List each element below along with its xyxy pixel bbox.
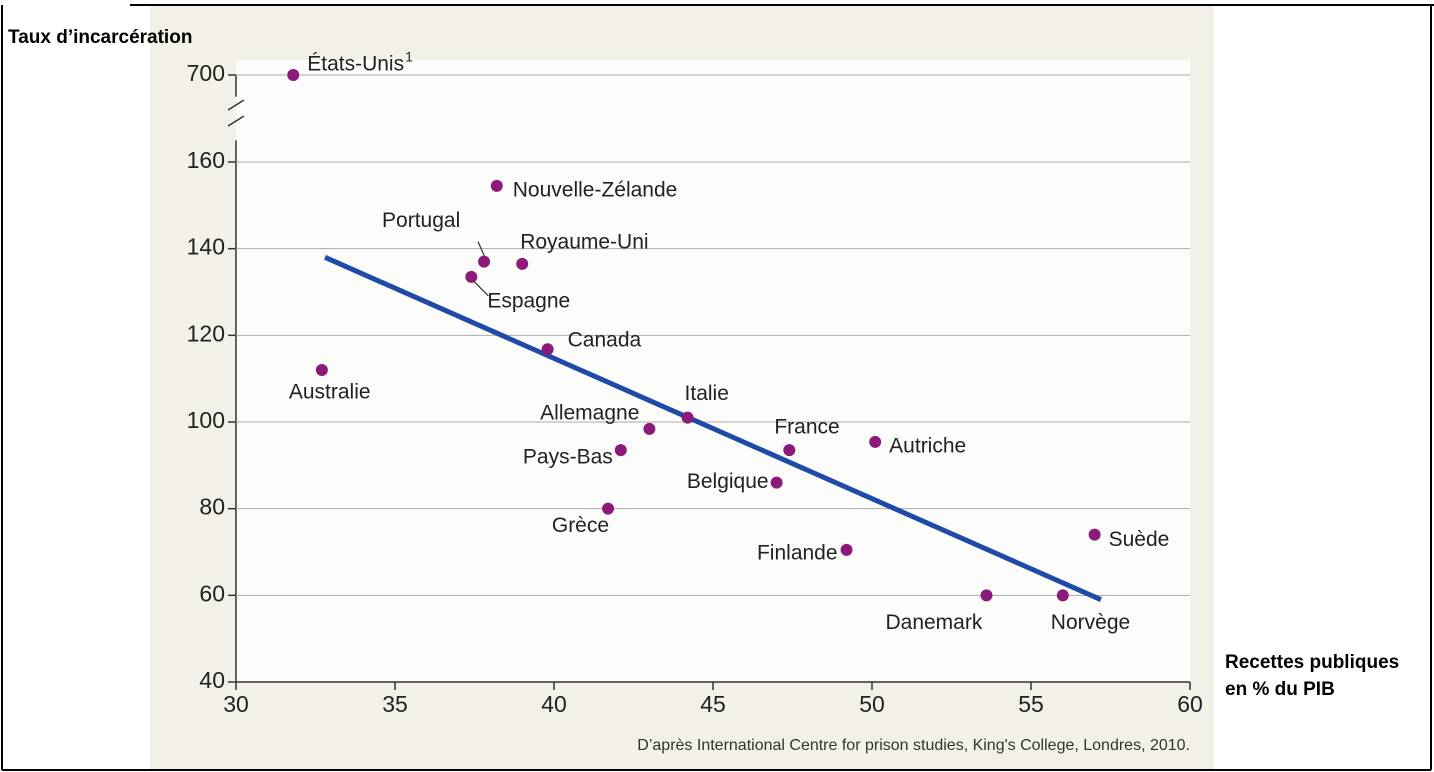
point <box>478 255 491 268</box>
point-label: États-Unis <box>307 53 404 76</box>
point-label: Pays-Bas <box>523 446 613 469</box>
x-tick-label: 60 <box>1177 691 1203 717</box>
point <box>869 435 882 448</box>
point-label: Norvège <box>1051 611 1130 634</box>
leader-line <box>477 241 486 258</box>
point <box>516 257 529 270</box>
x-tick-label: 50 <box>859 691 885 717</box>
point-label: Portugal <box>382 209 460 232</box>
point-label: Grèce <box>552 514 609 537</box>
x-tick-label: 35 <box>382 691 408 717</box>
point-label: Autriche <box>889 434 966 457</box>
point-label: Allemagne <box>540 401 639 424</box>
point-label: Canada <box>568 329 642 352</box>
point <box>643 422 656 435</box>
point <box>614 444 627 457</box>
y-tick-label: 80 <box>199 494 225 520</box>
point <box>681 411 694 424</box>
axis-break <box>227 99 245 127</box>
point <box>770 476 783 489</box>
y-tick-label: 700 <box>187 60 225 86</box>
y-axis-label: Taux d’incarcération <box>8 27 192 48</box>
x-axis-label: en % du PIB <box>1225 679 1335 700</box>
x-tick-label: 45 <box>700 691 726 717</box>
leader-line <box>473 281 489 297</box>
source: D’après International Centre for prison … <box>637 737 1190 754</box>
point <box>1056 589 1069 602</box>
point-label: Belgique <box>687 470 769 493</box>
x-tick-label: 30 <box>223 691 249 717</box>
plot-area <box>236 60 1190 682</box>
point <box>602 502 615 515</box>
point <box>490 179 503 192</box>
point-label: France <box>774 416 839 439</box>
point <box>1088 528 1101 541</box>
point <box>287 69 300 81</box>
point-label: Finlande <box>757 541 838 564</box>
x-tick-label: 55 <box>1018 691 1044 717</box>
point <box>465 270 478 283</box>
y-tick-label: 100 <box>187 407 225 433</box>
y-tick-label: 160 <box>187 147 225 173</box>
point <box>980 589 993 602</box>
point-label: Danemark <box>885 611 982 634</box>
x-tick-label: 40 <box>541 691 567 717</box>
point-label: Nouvelle-Zélande <box>513 178 678 201</box>
y-tick-label: 140 <box>187 234 225 260</box>
point-label: Espagne <box>487 289 570 312</box>
y-tick-label: 40 <box>199 667 225 693</box>
footnote-marker: 1 <box>405 49 413 65</box>
point <box>840 543 853 556</box>
x-axis-label: Recettes publiques <box>1225 652 1399 673</box>
point-label: Suède <box>1109 528 1170 551</box>
trend-line <box>324 255 1102 602</box>
point <box>541 343 554 356</box>
point <box>783 444 796 457</box>
y-tick-label: 120 <box>187 320 225 346</box>
y-tick-label: 60 <box>199 580 225 606</box>
point <box>315 364 328 376</box>
point-label: Italie <box>685 382 729 405</box>
point-label: Australie <box>289 381 371 404</box>
point-label: Royaume-Uni <box>520 230 648 253</box>
